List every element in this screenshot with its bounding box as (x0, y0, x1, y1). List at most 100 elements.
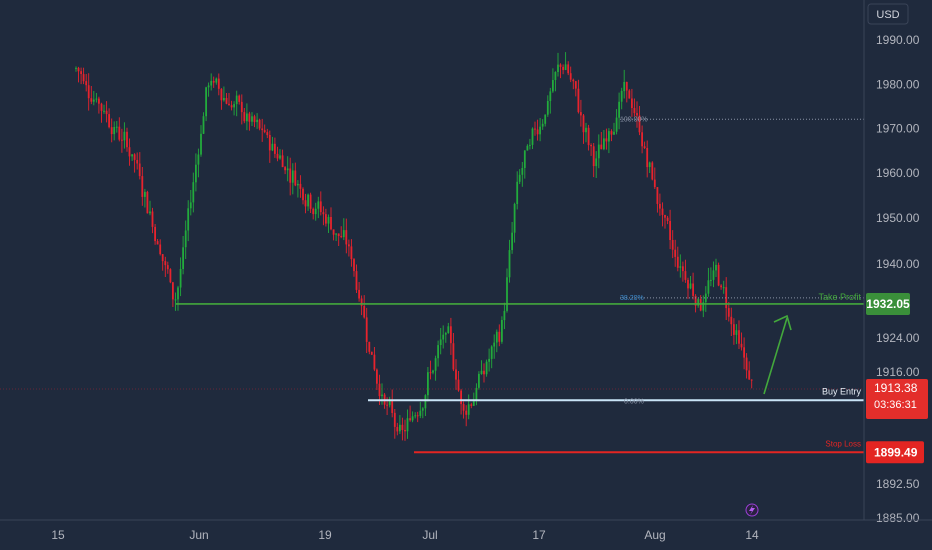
take-profit-label: Take Profit (818, 292, 861, 302)
candle-body (337, 233, 340, 236)
candle-body (595, 158, 598, 167)
candle-body (401, 424, 404, 430)
time-tick: Aug (644, 528, 665, 542)
candle-body (274, 143, 276, 154)
currency-button[interactable]: USD (867, 3, 909, 25)
candle-body (603, 138, 605, 150)
candle-body (580, 112, 582, 116)
candle-body (730, 316, 733, 325)
candle-body (557, 64, 559, 72)
take-profit-badge: 1932.05 (866, 292, 910, 315)
candle-body (217, 78, 220, 89)
candle-body (600, 144, 603, 150)
candle-body (552, 80, 554, 92)
candle-body (330, 217, 332, 230)
candle-body (480, 370, 483, 374)
candle-body (574, 81, 577, 89)
candle-body (679, 266, 682, 268)
candle-body (396, 427, 399, 432)
candle-body (460, 390, 462, 405)
candle-body (437, 345, 439, 359)
candle-body (442, 334, 445, 340)
candle-body (722, 287, 725, 289)
candle-body (462, 404, 465, 411)
candle-body (490, 346, 493, 359)
candle-body (202, 116, 205, 134)
candle-body (638, 115, 641, 133)
current-price-badge: 1913.38 03:36:31 (866, 379, 928, 420)
candle-body (182, 247, 184, 269)
candle-body (569, 73, 572, 80)
candle-body (123, 131, 126, 141)
lightning-icon[interactable] (745, 503, 759, 517)
time-tick: 15 (51, 528, 65, 542)
candle-body (276, 153, 279, 159)
time-axis[interactable]: 15 Jun 19 Jul 17 Aug 14 (51, 528, 759, 542)
time-tick: 19 (318, 528, 332, 542)
price-tick: 1950.00 (876, 211, 920, 225)
candle-body (717, 264, 720, 286)
candle-body (738, 330, 740, 344)
candle-body (233, 104, 235, 108)
candle-body (648, 162, 651, 167)
candle-body (246, 113, 248, 122)
candle-body (113, 127, 116, 135)
candle-body (684, 271, 687, 280)
candle-body (77, 67, 80, 72)
candle-body (669, 221, 671, 240)
candle-body (493, 342, 496, 347)
candle-body (373, 354, 376, 370)
candle-body (118, 126, 121, 140)
candle-body (735, 330, 738, 335)
price-axis[interactable]: 1990.00 1980.00 1970.00 1960.00 1950.00 1940.… (876, 33, 920, 525)
candle-body (743, 347, 745, 358)
candle-body (281, 155, 284, 168)
time-tick: Jun (189, 528, 208, 542)
time-tick: 17 (532, 528, 546, 542)
candle-body (179, 269, 182, 288)
candle-body (360, 298, 363, 306)
candle-body (651, 162, 654, 180)
candle-body (704, 293, 707, 303)
candle-body (615, 117, 618, 132)
candle-body (472, 400, 475, 406)
candle-body (447, 326, 450, 333)
candle-body (332, 229, 335, 235)
target-arrow[interactable] (763, 314, 792, 395)
candle-body (322, 212, 325, 215)
candle-body (258, 119, 261, 129)
candle-body (432, 370, 434, 373)
candle-body (610, 131, 613, 135)
candle-body (740, 343, 743, 348)
candle-body (628, 90, 631, 99)
candle-body (613, 131, 615, 135)
candle-body (166, 265, 169, 270)
fib-100-label: 100.00% (620, 116, 648, 123)
take-profit-price: 1932.05 (866, 297, 910, 311)
candle-body (138, 163, 141, 177)
price-tick: 1924.00 (876, 331, 920, 345)
candle-body (745, 357, 748, 371)
candle-body (184, 230, 187, 248)
candle-body (585, 127, 587, 133)
candle-body (529, 144, 531, 146)
candle-body (475, 387, 478, 401)
candle-body (636, 113, 638, 116)
candle-body (342, 230, 345, 238)
candle-body (159, 244, 162, 255)
candle-body (582, 115, 585, 133)
candle-body (131, 154, 133, 157)
candle-body (177, 287, 179, 300)
candle-body (748, 370, 751, 380)
candle-body (108, 114, 110, 128)
candle-body (154, 226, 156, 242)
candle-body (544, 114, 547, 124)
candle-body (577, 88, 580, 113)
candle-body (653, 179, 656, 188)
candle-body (608, 131, 610, 142)
candle-body (485, 361, 488, 375)
candle-body (539, 126, 541, 135)
candle-body (291, 170, 294, 183)
candle-body (674, 249, 677, 257)
